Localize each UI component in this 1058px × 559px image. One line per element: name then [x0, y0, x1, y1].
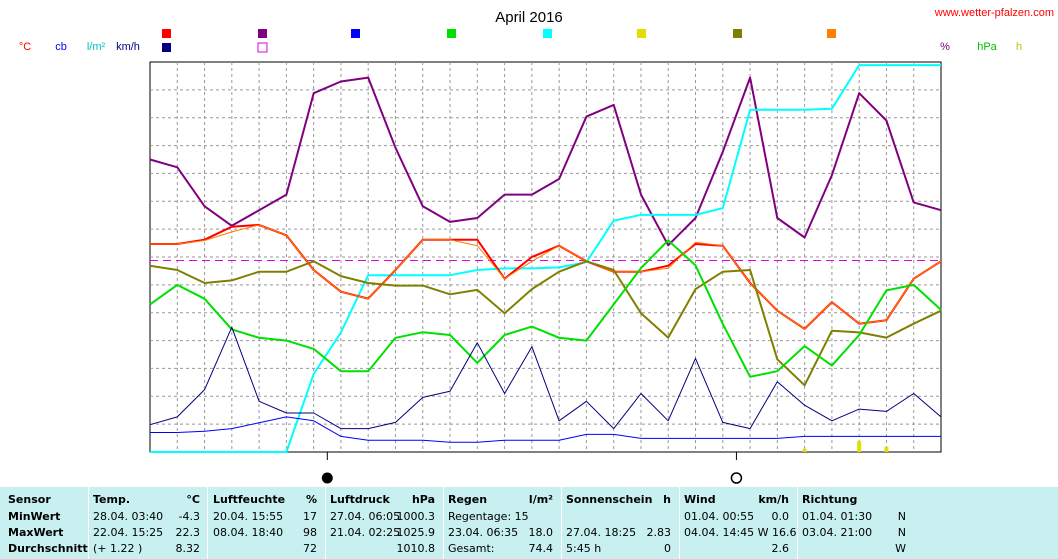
table-cell: 20.04. 15:55 — [213, 510, 284, 523]
table-header-unit: % — [305, 493, 317, 506]
legend-swatch — [257, 42, 268, 53]
series-line-regen — [150, 64, 941, 453]
table-cell: 01.04. 01:30 — [802, 510, 873, 523]
legend-swatch — [637, 29, 646, 38]
series-line-bod-feucht-1 — [150, 416, 941, 443]
table-divider — [443, 487, 444, 559]
table-divider — [207, 487, 208, 559]
table-cell: 27.04. 18:25 — [566, 526, 637, 539]
table-header: Richtung — [802, 493, 858, 506]
table-cell: 23.04. 06:35 — [448, 526, 519, 539]
temp-unit: °C — [19, 41, 31, 53]
legend-swatch — [733, 29, 742, 38]
lm2-unit: l/m² — [87, 41, 106, 53]
moon-marks — [321, 452, 743, 484]
table-cell-value: 22.3 — [175, 526, 201, 539]
table-cell-value: 17 — [303, 510, 317, 523]
table-cell: (+ 1.22 ) — [93, 542, 143, 555]
table-cell-value: 98 — [303, 526, 317, 539]
table-cell: 28.04. 03:40 — [93, 510, 164, 523]
table-cell-value: 72 — [303, 542, 317, 555]
weather-chart: April 2016 www.wetter-pfalzen.com °C cb … — [19, 7, 1054, 484]
table-cell: 21.04. 02:25 — [330, 526, 401, 539]
series-line-windchill — [150, 224, 942, 330]
table-header-unit: h — [663, 493, 671, 506]
cb-unit: cb — [55, 41, 67, 53]
legend-swatch — [543, 29, 552, 38]
sunshine-bar — [884, 446, 889, 452]
table-cell-value: 18.0 — [528, 526, 554, 539]
legend-swatch — [447, 29, 456, 38]
table-row-label: MaxWert — [8, 526, 64, 539]
table-cell-value: 2.6 — [771, 542, 790, 555]
table-header-unit: °C — [186, 493, 200, 506]
legend-swatch — [162, 43, 171, 52]
table-cell-value: -4.3 — [178, 510, 200, 523]
table-cell-value: 1000.3 — [396, 510, 436, 523]
table-cell-value: 0 — [664, 542, 671, 555]
table-cell: Regentage: 15 — [448, 510, 529, 523]
series-line-luftfeuchte — [149, 76, 942, 247]
sunshine-bar — [802, 448, 807, 452]
table-cell: 08.04. 18:40 — [213, 526, 284, 539]
h-unit: h — [1016, 41, 1022, 53]
plot-frame — [149, 61, 942, 453]
hpa-unit: hPa — [977, 41, 997, 53]
table-divider — [561, 487, 562, 559]
table-header-unit: l/m² — [528, 493, 553, 506]
table-cell: Gesamt: — [448, 542, 495, 555]
table-cell: 5:45 h — [566, 542, 602, 555]
table-cell-value: 1010.8 — [396, 542, 436, 555]
series-line-luftdruck — [149, 239, 942, 378]
table-header-unit: km/h — [758, 493, 789, 506]
table-row-label: Durchschnitt — [8, 542, 88, 555]
table-cell: 01.04. 00:55 — [684, 510, 755, 523]
sunshine-bar — [857, 440, 862, 452]
series-line-taupunkt — [149, 260, 942, 387]
table-divider — [88, 487, 89, 559]
legend-swatch — [827, 29, 836, 38]
summary-table: Sensor Temp. °C Luftfeuchte% Luftdruck hPa Reg… — [0, 487, 1058, 559]
table-header: Luftdruck — [330, 493, 390, 506]
new-moon-icon — [321, 472, 333, 484]
table-cell-value: 74.4 — [528, 542, 554, 555]
table-row-label: MinWert — [8, 510, 61, 523]
table-header: Sensor — [8, 493, 51, 506]
table-header: Wind — [684, 493, 716, 506]
table-cell-value: 1025.9 — [396, 526, 436, 539]
table-header: Temp. — [93, 493, 131, 506]
table-divider — [797, 487, 798, 559]
pct-unit: % — [940, 41, 950, 53]
legend-swatch — [258, 29, 267, 38]
table-header: Regen — [448, 493, 488, 506]
table-header-unit: hPa — [411, 493, 435, 506]
series-line-windb-en — [149, 326, 942, 430]
table-cell-value: 0.0 — [771, 510, 790, 523]
chart-series — [149, 64, 942, 453]
table-cell-value: 8.32 — [175, 542, 201, 555]
table-divider — [325, 487, 326, 559]
table-cell-value: 2.83 — [646, 526, 672, 539]
site-url[interactable]: www.wetter-pfalzen.com — [934, 7, 1054, 19]
chart-title: April 2016 — [495, 9, 563, 26]
table-cell: 03.04. 21:00 — [802, 526, 873, 539]
table-header: Sonnenschein — [566, 493, 653, 506]
legend-swatch — [162, 29, 171, 38]
table-cell: 27.04. 06:05 — [330, 510, 401, 523]
chart-legend — [162, 29, 836, 53]
kmh-unit: km/h — [116, 41, 140, 53]
table-cell-value: W — [895, 542, 906, 555]
table-cell: 04.04. 14:45 W 16.6 — [684, 526, 797, 539]
table-cell-value: N — [897, 510, 906, 523]
table-cell-value: N — [897, 526, 906, 539]
full-moon-icon — [730, 472, 743, 484]
table-header: Luftfeuchte — [213, 493, 286, 506]
table-divider — [679, 487, 680, 559]
chart-grid — [149, 61, 942, 453]
legend-swatch — [351, 29, 360, 38]
axis-units: °C cb l/m² km/h % hPa h — [19, 41, 1022, 53]
table-cell: 22.04. 15:25 — [93, 526, 164, 539]
